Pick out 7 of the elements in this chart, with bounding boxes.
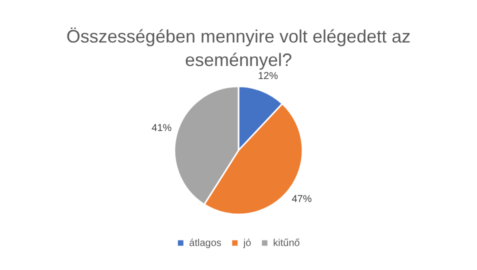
legend-label: kitűnő bbox=[273, 238, 300, 249]
data-label: 12% bbox=[258, 70, 278, 82]
chart-title: Összességében mennyire volt elégedett az eseménnyel? bbox=[66, 26, 411, 70]
legend-label: átlagos bbox=[189, 238, 222, 249]
data-label: 41% bbox=[152, 122, 172, 134]
legend-label: jó bbox=[242, 238, 252, 249]
data-label: 47% bbox=[292, 194, 312, 206]
